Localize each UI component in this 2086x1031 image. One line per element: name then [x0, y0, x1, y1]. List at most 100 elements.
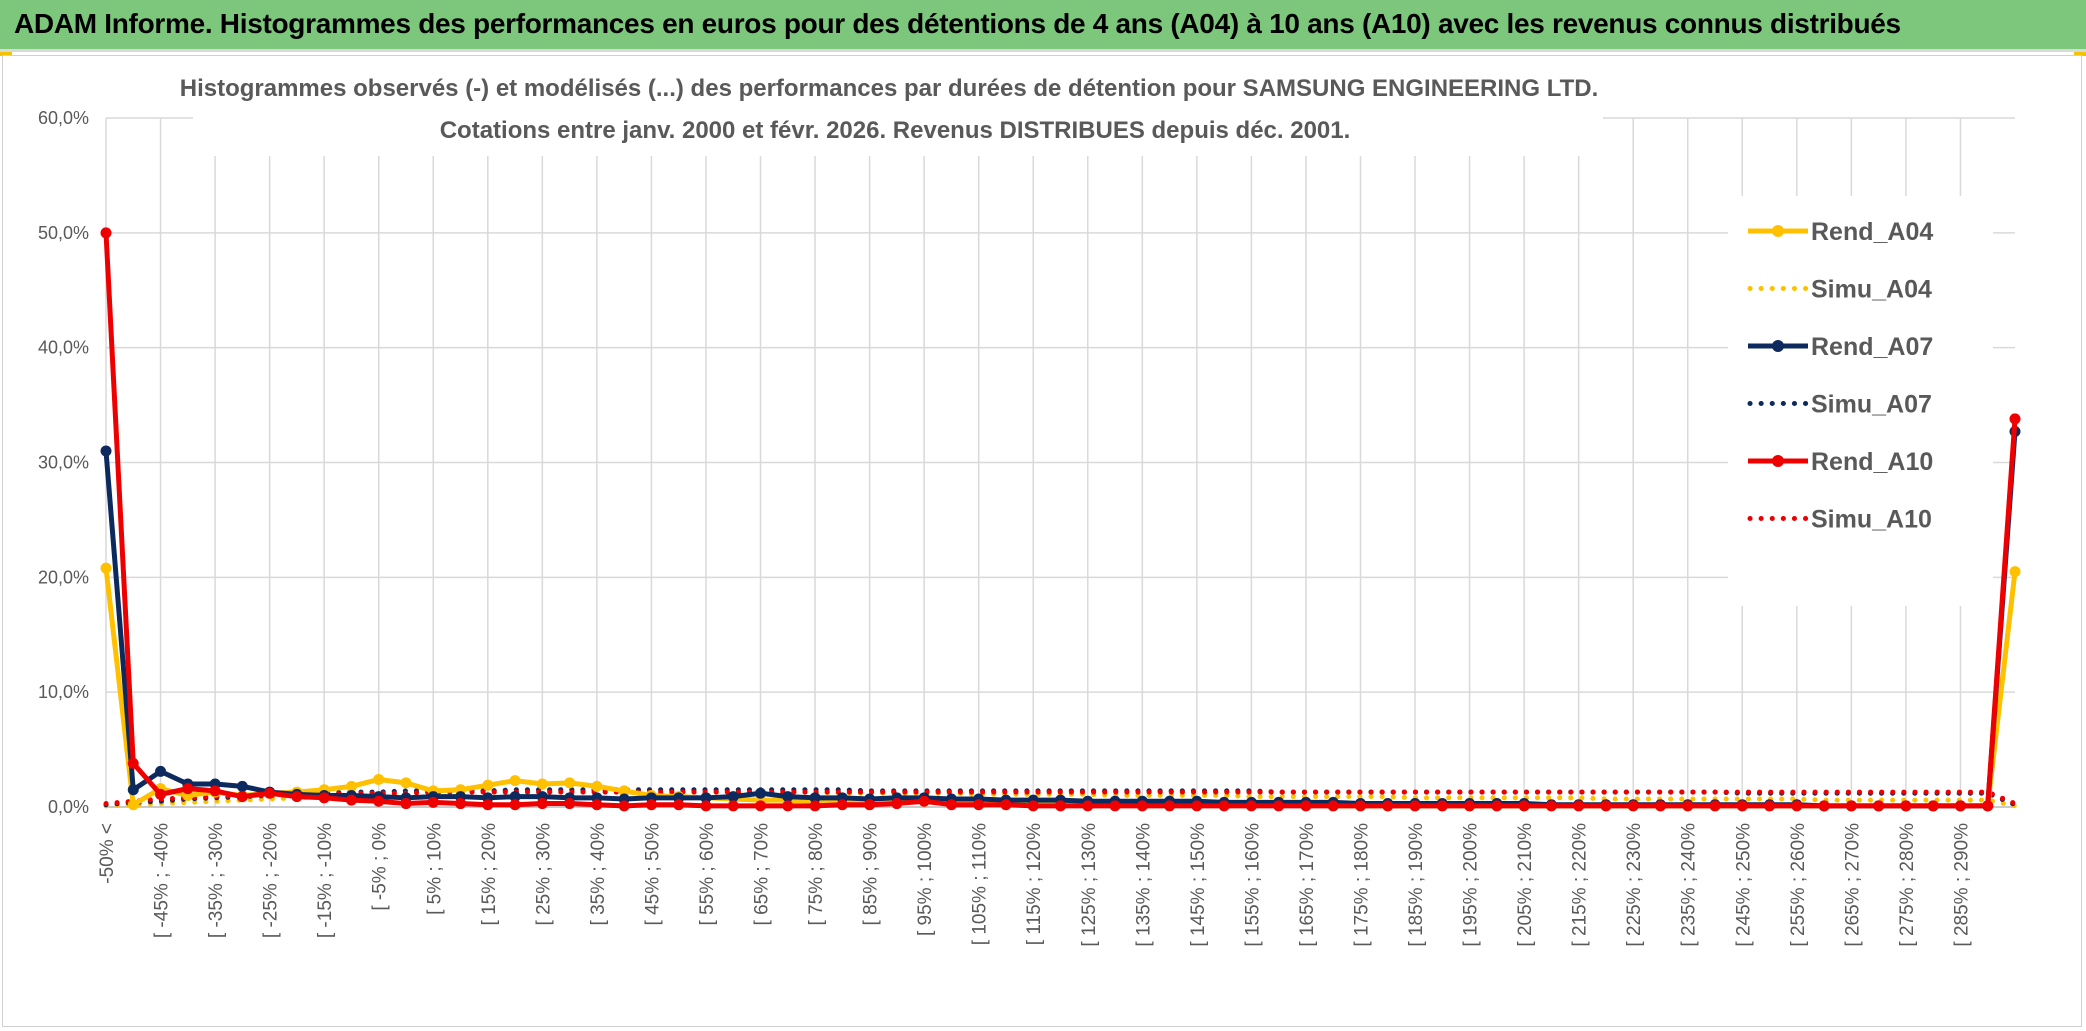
x-tick-label: [ -35% ; -30% [206, 823, 227, 938]
series-Rend_A10 [100, 227, 2021, 812]
x-tick-label: [ 145% ; 150% [1188, 823, 1209, 947]
x-axis-ticks: -50% < [ -45% ; -40% [ -35% ; -30% [ -25% ;… [97, 823, 1972, 947]
x-tick-label: [ -15% ; -10% [315, 823, 336, 938]
data-point [400, 798, 412, 810]
data-point [482, 799, 494, 811]
data-point [1927, 800, 1939, 812]
data-point [1464, 800, 1476, 812]
data-point [782, 800, 794, 812]
x-tick-label: [ 35% ; 40% [588, 823, 609, 926]
data-point [1273, 800, 1285, 812]
data-point [100, 445, 112, 457]
data-point [455, 798, 467, 810]
x-tick-label: [ 255% ; 260% [1788, 823, 1809, 947]
data-point [127, 799, 139, 811]
data-point [755, 787, 767, 799]
data-point [809, 800, 821, 812]
data-point [1900, 800, 1912, 812]
series-lines [100, 227, 2021, 812]
series-line [103, 789, 2018, 807]
data-point [155, 788, 167, 800]
data-point [809, 792, 821, 804]
data-point [100, 227, 112, 239]
x-tick-label: -50% < [97, 823, 118, 884]
x-tick-label: [ 245% ; 250% [1733, 823, 1754, 947]
chart-title: Histogrammes observés (-) et modélisés (… [180, 56, 1603, 156]
data-point [1845, 800, 1857, 812]
data-point [782, 791, 794, 803]
data-point [1245, 800, 1257, 812]
y-tick-label: 20,0% [38, 567, 89, 587]
data-point [236, 780, 248, 792]
x-tick-label: [ 265% ; 270% [1842, 823, 1863, 947]
data-point [482, 779, 494, 791]
x-tick-label: [ 65% ; 70% [752, 823, 773, 926]
data-point [1818, 800, 1830, 812]
data-point [1682, 800, 1694, 812]
x-tick-label: [ 165% ; 170% [1297, 823, 1318, 947]
data-point [1518, 800, 1530, 812]
x-tick-label: [ 155% ; 160% [1242, 823, 1263, 947]
x-tick-label: [ 215% ; 220% [1570, 823, 1591, 947]
x-tick-label: [ 85% ; 90% [861, 823, 882, 926]
legend-label: Rend_A07 [1811, 333, 1933, 361]
data-point [1082, 800, 1094, 812]
data-point [427, 796, 439, 808]
data-point [1545, 800, 1557, 812]
data-point [1191, 800, 1203, 812]
data-point [1736, 800, 1748, 812]
legend-label: Simu_A04 [1811, 276, 1932, 304]
data-point [236, 791, 248, 803]
data-point [591, 780, 603, 792]
data-point [509, 775, 521, 787]
corner-marker-left [0, 52, 12, 56]
chart-title-line-2: Cotations entre janv. 2000 et févr. 2026… [440, 117, 1351, 144]
data-point [618, 785, 630, 797]
data-point [100, 562, 112, 574]
data-point [700, 800, 712, 812]
x-tick-label: [ -45% ; -40% [152, 823, 173, 938]
x-tick-label: [ 225% ; 230% [1624, 823, 1645, 947]
data-point [155, 765, 167, 777]
chart-frame: 0,0% 10,0% 20,0% 30,0% 40,0% 50,0% 60,0% -50% … [2, 55, 2082, 1027]
data-point [373, 795, 385, 807]
y-tick-label: 30,0% [38, 453, 89, 473]
series-Simu_A10 [103, 789, 2018, 807]
data-point [1300, 800, 1312, 812]
data-point [1982, 800, 1994, 812]
legend-label: Rend_A10 [1811, 448, 1933, 476]
data-point [1709, 800, 1721, 812]
x-tick-label: [ 275% ; 280% [1897, 823, 1918, 947]
data-point [564, 798, 576, 810]
data-point [618, 800, 630, 812]
data-point [1764, 800, 1776, 812]
data-point [536, 798, 548, 810]
chart-title-line-1: Histogrammes observés (-) et modélisés (… [180, 75, 1599, 102]
x-tick-label: [ 125% ; 130% [1079, 823, 1100, 947]
data-point [1136, 800, 1148, 812]
data-point [1164, 800, 1176, 812]
x-tick-label: [ 5% ; 10% [424, 823, 445, 915]
legend-label: Simu_A07 [1811, 391, 1932, 419]
data-point [864, 799, 876, 811]
data-point [536, 778, 548, 790]
x-tick-label: [ 15% ; 20% [479, 823, 500, 926]
data-point [1873, 800, 1885, 812]
data-point [673, 799, 685, 811]
histogram-chart: 0,0% 10,0% 20,0% 30,0% 40,0% 50,0% 60,0% -50% … [38, 56, 2021, 947]
data-point [1327, 800, 1339, 812]
data-point [1055, 800, 1066, 812]
data-point [345, 780, 357, 792]
legend-marker [1772, 225, 1784, 237]
data-point [1354, 800, 1366, 812]
data-point [182, 783, 194, 795]
data-point [318, 792, 330, 804]
data-point [836, 799, 848, 811]
data-point [1573, 800, 1585, 812]
legend-item: Simu_A07 [1747, 391, 1932, 419]
y-tick-label: 10,0% [38, 682, 89, 702]
x-tick-label: [ 75% ; 80% [806, 823, 827, 926]
data-point [945, 799, 957, 811]
data-point [727, 800, 739, 812]
data-point [727, 791, 739, 803]
